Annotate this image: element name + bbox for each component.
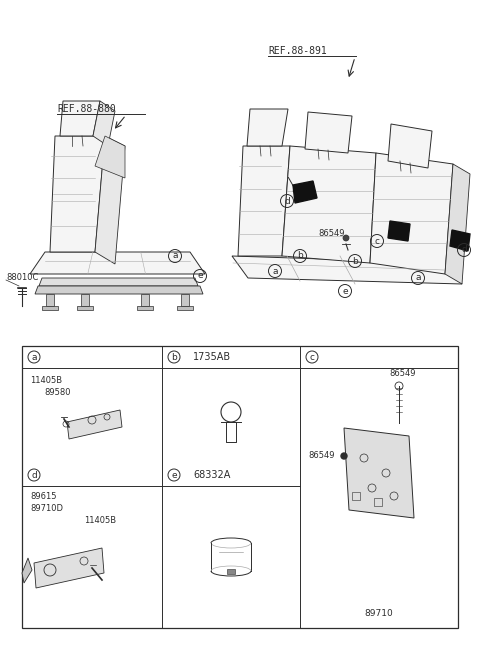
Bar [22, 346, 458, 628]
Polygon shape [282, 146, 376, 263]
Polygon shape [30, 252, 205, 274]
Text: c: c [374, 237, 380, 245]
Text: b: b [171, 352, 177, 361]
Polygon shape [238, 146, 290, 256]
Polygon shape [247, 109, 288, 146]
Text: 88010C: 88010C [6, 274, 38, 283]
Polygon shape [93, 101, 115, 146]
Text: e: e [171, 470, 177, 480]
Text: REF.88-880: REF.88-880 [57, 104, 116, 114]
Text: 86549: 86549 [308, 451, 335, 461]
Text: REF.88-891: REF.88-891 [268, 46, 327, 56]
Polygon shape [95, 136, 125, 264]
Polygon shape [141, 294, 149, 306]
Text: 68332A: 68332A [193, 470, 231, 480]
Text: d: d [284, 197, 290, 205]
Polygon shape [81, 294, 89, 306]
Text: b: b [352, 256, 358, 266]
Polygon shape [22, 558, 32, 583]
Polygon shape [388, 124, 432, 168]
Polygon shape [42, 306, 58, 310]
Polygon shape [137, 306, 153, 310]
Polygon shape [39, 278, 198, 286]
Polygon shape [232, 256, 462, 284]
Text: e: e [342, 287, 348, 295]
Text: 89710D: 89710D [30, 504, 63, 513]
Bar [374, 498, 382, 506]
Text: e: e [197, 272, 203, 281]
Text: b: b [297, 251, 303, 260]
Text: d: d [461, 245, 467, 255]
Text: a: a [415, 274, 421, 283]
Polygon shape [305, 112, 352, 153]
Circle shape [343, 235, 349, 241]
Polygon shape [50, 136, 105, 252]
Text: 89615: 89615 [30, 492, 57, 501]
Polygon shape [344, 428, 414, 518]
Text: a: a [172, 251, 178, 260]
Bar [352, 492, 360, 500]
Circle shape [341, 453, 347, 459]
Polygon shape [181, 294, 189, 306]
Text: c: c [310, 352, 314, 361]
Text: a: a [272, 266, 278, 276]
Text: 1735AB: 1735AB [193, 352, 231, 362]
Polygon shape [370, 153, 453, 274]
Text: 89580: 89580 [44, 388, 71, 397]
Polygon shape [77, 306, 93, 310]
Polygon shape [35, 286, 203, 294]
Text: 11405B: 11405B [84, 516, 116, 525]
Text: a: a [31, 352, 37, 361]
Polygon shape [46, 294, 54, 306]
Polygon shape [388, 221, 410, 241]
Polygon shape [60, 101, 100, 136]
Polygon shape [95, 136, 125, 178]
Bar [227, 569, 235, 574]
Text: 11405B: 11405B [30, 376, 62, 385]
Text: 89710: 89710 [365, 609, 394, 619]
Polygon shape [34, 548, 104, 588]
Polygon shape [177, 306, 193, 310]
Text: 86549: 86549 [318, 228, 345, 237]
Polygon shape [450, 230, 470, 251]
Text: 86549: 86549 [389, 369, 416, 379]
Polygon shape [293, 181, 317, 203]
Text: d: d [31, 470, 37, 480]
Polygon shape [67, 410, 122, 439]
Polygon shape [445, 164, 470, 284]
